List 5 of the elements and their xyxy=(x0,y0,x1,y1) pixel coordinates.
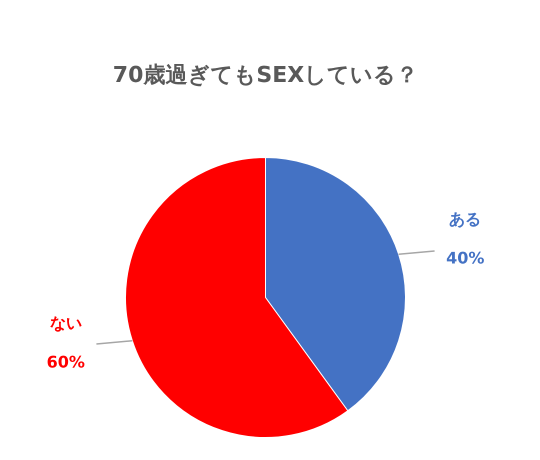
slice-label: ある xyxy=(449,209,482,228)
slice-label: ない xyxy=(50,313,82,332)
data-label: 60% xyxy=(46,352,85,372)
data-label: 40% xyxy=(446,248,484,268)
chart-title: 70歳過ぎてもSEXしている？ xyxy=(112,63,418,88)
